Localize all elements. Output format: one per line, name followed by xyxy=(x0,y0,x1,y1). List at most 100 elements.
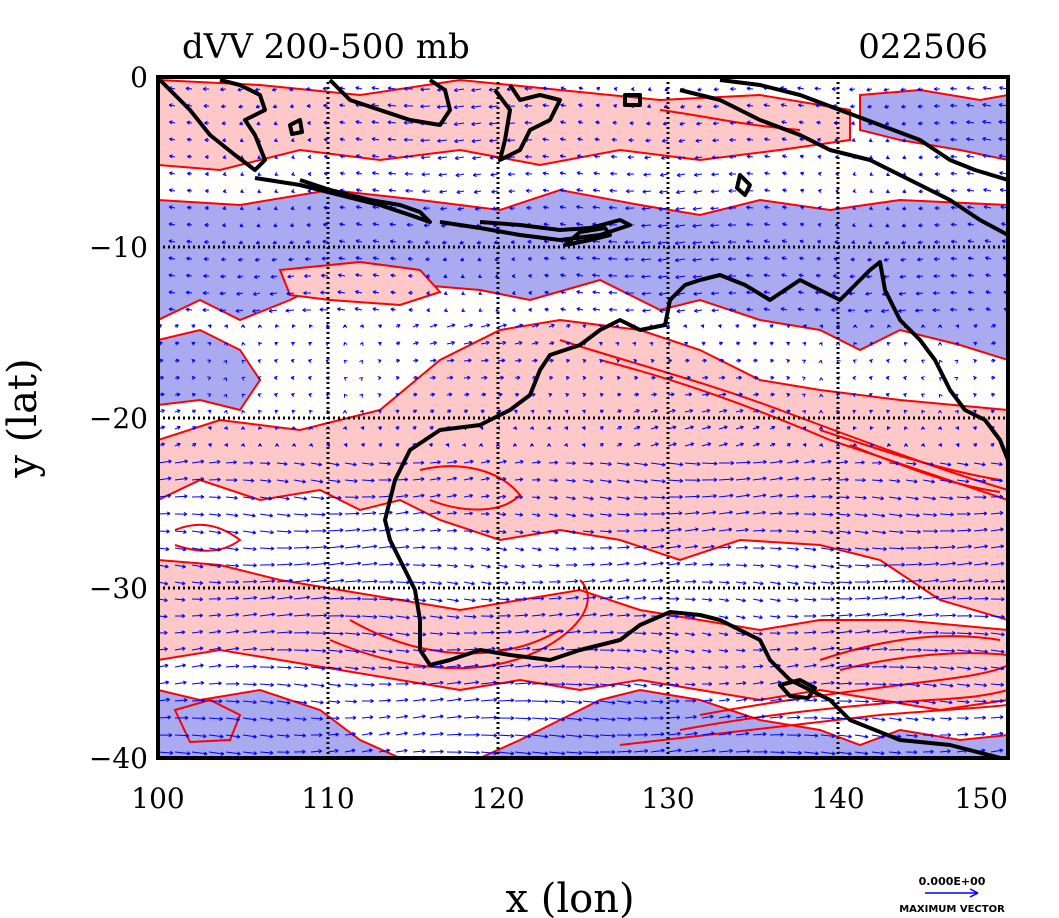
wind-vector-arrow xyxy=(701,358,707,363)
wind-vector-arrow xyxy=(871,546,887,552)
wind-vector-arrow xyxy=(378,632,394,637)
wind-vector-arrow xyxy=(871,734,885,739)
wind-vector-arrow xyxy=(323,70,329,73)
wind-vector-arrow xyxy=(852,393,857,398)
wind-vector-arrow xyxy=(525,171,533,176)
wind-vector-arrow xyxy=(803,459,816,464)
wind-vector-arrow xyxy=(684,527,699,532)
wind-vector-arrow xyxy=(293,479,307,484)
wind-vector-arrow xyxy=(633,479,648,484)
wind-vector-arrow xyxy=(438,172,448,177)
wind-vector-arrow xyxy=(625,189,635,194)
wind-vector-arrow xyxy=(786,426,791,431)
wind-vector-arrow xyxy=(692,223,703,228)
wind-vector-arrow xyxy=(803,597,817,602)
wind-vector-arrow xyxy=(650,358,655,363)
wind-vector-arrow xyxy=(253,274,261,279)
wind-vector-arrow xyxy=(531,547,542,552)
wind-vector-arrow xyxy=(933,273,941,279)
wind-vector-arrow xyxy=(728,290,737,296)
wind-vector-arrow xyxy=(293,578,311,583)
wind-vector-arrow xyxy=(1025,581,1036,584)
wind-vector-arrow xyxy=(158,476,172,481)
wind-vector-arrow xyxy=(514,392,520,397)
wind-vector-arrow xyxy=(168,205,176,210)
wind-vector-arrow xyxy=(939,700,953,705)
island-small-1 xyxy=(735,173,752,197)
wind-vector-arrow xyxy=(258,426,263,431)
wind-vector-arrow xyxy=(220,274,227,279)
wind-vector-arrow xyxy=(631,86,635,92)
wind-vector-arrow xyxy=(990,392,996,397)
wind-vector-arrow xyxy=(378,748,391,753)
wind-vector-arrow xyxy=(871,513,886,518)
wind-vector-arrow xyxy=(359,393,364,398)
wind-vector-arrow xyxy=(544,273,550,278)
wind-vector-arrow xyxy=(582,578,596,583)
wind-vector-arrow xyxy=(837,547,852,552)
wind-vector-arrow xyxy=(966,171,975,176)
wind-vector-arrow xyxy=(871,595,889,600)
wind-vector-arrow xyxy=(242,460,254,465)
wind-vector-arrow xyxy=(614,70,617,73)
wind-vector-arrow xyxy=(746,222,754,227)
wind-vector-arrow xyxy=(429,392,436,397)
wind-vector-arrow xyxy=(527,256,533,262)
wind-vector-arrow xyxy=(667,682,680,688)
wind-vector-arrow xyxy=(412,358,419,363)
wind-vector-arrow xyxy=(752,680,764,685)
wind-vector-arrow xyxy=(786,409,791,414)
wind-vector-arrow xyxy=(291,171,296,176)
wind-vector-arrow xyxy=(797,307,805,312)
wind-vector-arrow xyxy=(870,324,875,329)
wind-vector-arrow xyxy=(701,714,714,719)
wind-vector-arrow xyxy=(259,562,275,567)
wind-vector-arrow xyxy=(531,358,538,363)
wind-vector-arrow xyxy=(713,87,720,92)
wind-vector-arrow xyxy=(272,240,278,245)
wind-vector-arrow xyxy=(956,699,970,705)
wind-vector-arrow xyxy=(548,478,558,483)
wind-vector-arrow xyxy=(185,70,192,73)
wind-vector-arrow xyxy=(832,273,838,279)
wind-vector-arrow xyxy=(395,358,401,363)
wind-vector-arrow xyxy=(718,731,732,736)
wind-vector-arrow xyxy=(271,257,278,262)
wind-vector-arrow xyxy=(509,206,516,211)
wind-vector-arrow xyxy=(599,529,612,534)
wind-vector-arrow xyxy=(563,443,568,448)
wind-vector-arrow xyxy=(967,273,975,278)
wind-vector-arrow xyxy=(514,494,524,500)
wind-vector-arrow xyxy=(694,155,703,160)
wind-vector-arrow xyxy=(327,683,342,688)
wind-vector-arrow xyxy=(480,663,497,668)
wind-vector-arrow xyxy=(446,323,456,328)
wind-vector-arrow xyxy=(599,426,604,431)
wind-vector-arrow xyxy=(480,733,498,738)
wind-vector-arrow xyxy=(769,732,784,737)
wind-vector-arrow xyxy=(241,376,246,381)
wind-vector-arrow xyxy=(633,578,647,583)
wind-vector-arrow xyxy=(769,564,782,569)
wind-vector-arrow xyxy=(344,393,348,398)
wind-vector-arrow xyxy=(853,341,858,346)
wind-vector-arrow xyxy=(990,748,1004,753)
wind-vector-arrow xyxy=(191,443,197,447)
wind-vector-arrow xyxy=(684,375,691,380)
wind-vector-arrow xyxy=(608,290,618,295)
wind-vector-arrow xyxy=(684,561,698,567)
wind-vector-arrow xyxy=(803,663,817,668)
wind-vector-arrow xyxy=(208,663,222,668)
wind-vector-arrow xyxy=(973,359,977,364)
wind-vector-arrow xyxy=(888,612,906,617)
wind-vector-arrow xyxy=(802,443,807,448)
wind-vector-arrow xyxy=(803,494,816,499)
wind-vector-arrow xyxy=(565,629,581,634)
wind-vector-arrow xyxy=(276,647,292,652)
wind-vector-arrow xyxy=(559,188,567,193)
wind-vector-arrow xyxy=(649,341,654,346)
wind-vector-arrow xyxy=(565,478,576,483)
wind-vector-arrow xyxy=(922,630,939,635)
wind-vector-arrow xyxy=(378,731,391,736)
wind-vector-arrow xyxy=(781,137,788,142)
